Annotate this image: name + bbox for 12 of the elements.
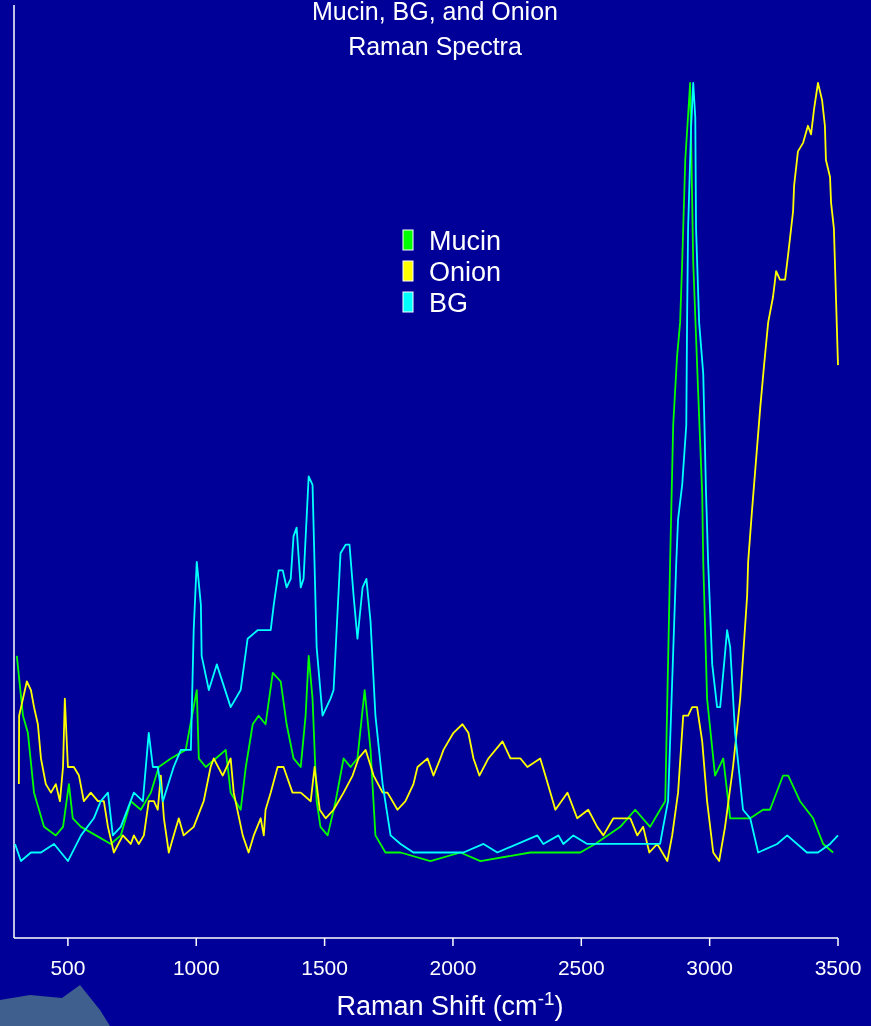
legend-label: Onion: [429, 257, 502, 287]
x-tick-label: 2500: [557, 956, 605, 979]
legend-label: BG: [429, 288, 469, 318]
x-tick-label: 2000: [429, 956, 477, 979]
x-tick-label: 3000: [686, 956, 734, 979]
chart-title: Mucin, BG, and Onion Raman Spectra: [312, 0, 558, 60]
x-axis-title: Raman Shift (cm$^{-1}$): [336, 987, 564, 1021]
x-tick-label: 500: [50, 956, 86, 979]
x-tick-label: 1500: [301, 956, 348, 979]
legend-label: Mucin: [429, 226, 502, 256]
x-tick-label: 3500: [814, 956, 862, 979]
x-tick-label: 1000: [172, 956, 220, 979]
